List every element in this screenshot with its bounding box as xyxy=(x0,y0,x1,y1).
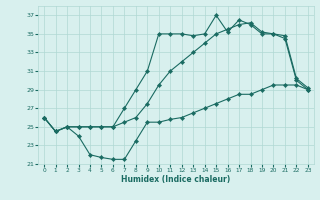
X-axis label: Humidex (Indice chaleur): Humidex (Indice chaleur) xyxy=(121,175,231,184)
